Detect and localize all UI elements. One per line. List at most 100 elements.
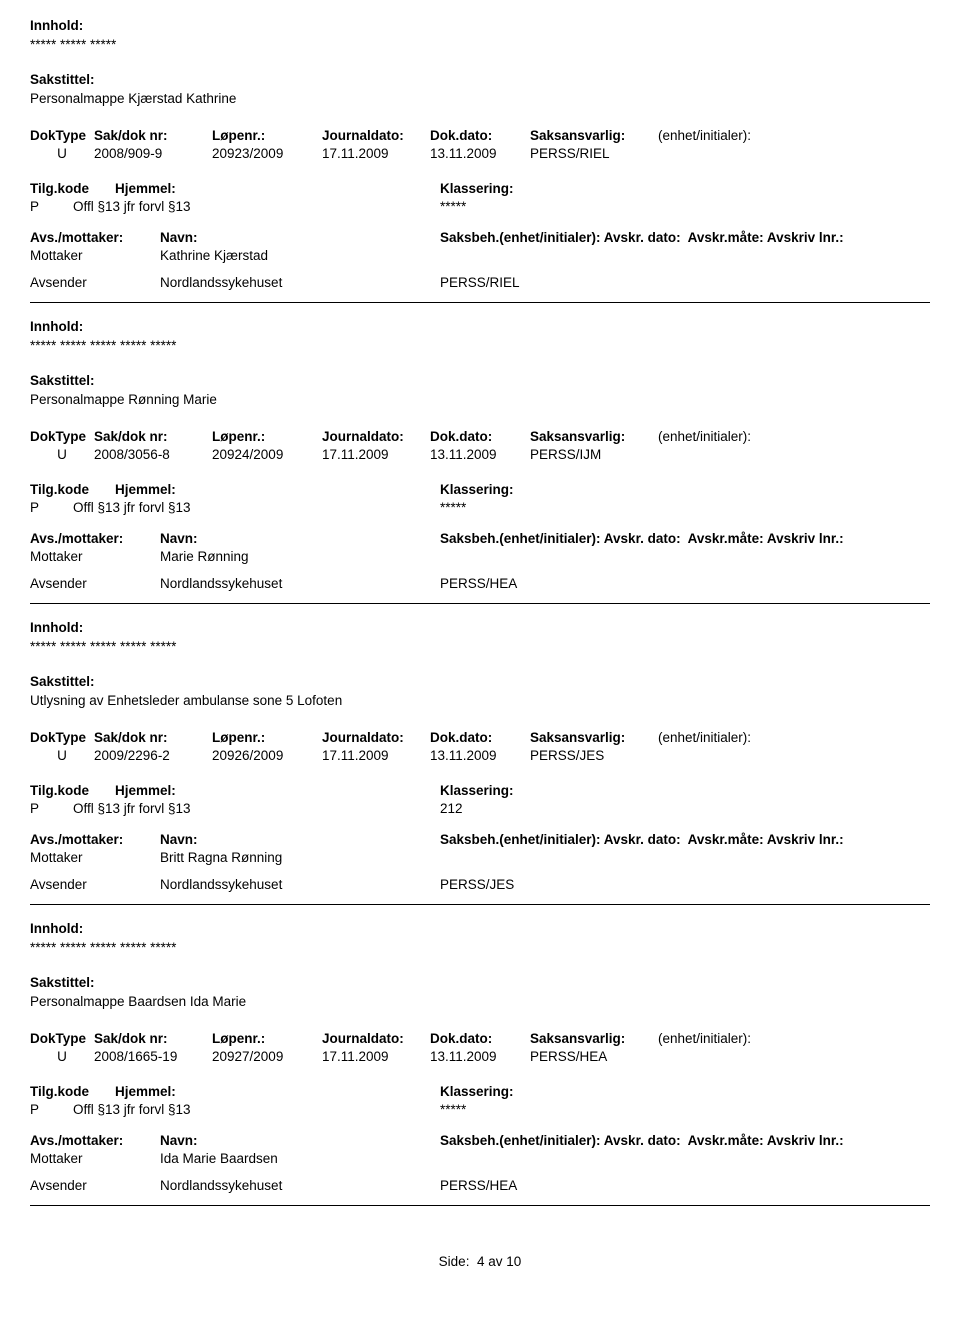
innhold-value: ***** ***** *****	[30, 37, 930, 52]
avsender-row: Avsender Nordlandssykehuset PERSS/HEA	[30, 576, 930, 591]
dokdato-header: Dok.dato:	[430, 730, 530, 745]
klassering-header: Klassering:	[440, 783, 640, 798]
tilgkode-header: Tilg.kode	[30, 181, 115, 196]
klassering-value: *****	[440, 199, 640, 214]
saksansvarlig-value: PERSS/JES	[530, 748, 658, 763]
dokdato-value: 13.11.2009	[430, 146, 530, 161]
enhet-header: (enhet/initialer):	[658, 128, 808, 143]
sakdok-header: Sak/dok nr:	[94, 128, 212, 143]
avskrdato-label: Avskr. dato:	[604, 531, 681, 546]
avsender-row: Avsender Nordlandssykehuset PERSS/JES	[30, 877, 930, 892]
sakstittel-label: Sakstittel:	[30, 975, 930, 990]
tilg-value-row: P Offl §13 jfr forvl §13 *****	[30, 199, 930, 214]
journaldato-value: 17.11.2009	[322, 146, 430, 161]
saksansvarlig-value: PERSS/HEA	[530, 1049, 658, 1064]
avsmottaker-header: Avs./mottaker:	[30, 832, 160, 847]
hjemmel-value: Offl §13 jfr forvl §13	[73, 199, 440, 214]
navn-header: Navn:	[160, 832, 440, 847]
tilg-header-row: Tilg.kode Hjemmel: Klassering:	[30, 181, 930, 196]
doktype-header: DokType	[30, 128, 94, 143]
klassering-header: Klassering:	[440, 181, 640, 196]
journaldato-value: 17.11.2009	[322, 1049, 430, 1064]
innhold-value: ***** ***** ***** ***** *****	[30, 639, 930, 654]
page-total: 10	[506, 1254, 521, 1269]
lopenr-header: Løpenr.:	[212, 1031, 322, 1046]
avsender-saksbeh: PERSS/HEA	[440, 576, 740, 591]
mottaker-navn: Kathrine Kjærstad	[160, 248, 440, 263]
tilg-value-row: P Offl §13 jfr forvl §13 212	[30, 801, 930, 816]
doktype-value: U	[30, 748, 94, 763]
meta-value-row: U 2008/1665-19 20927/2009 17.11.2009 13.…	[30, 1049, 930, 1064]
record-separator	[30, 1205, 930, 1206]
sakdok-value: 2008/1665-19	[94, 1049, 212, 1064]
mottaker-row: Mottaker Britt Ragna Rønning	[30, 850, 930, 865]
doktype-header: DokType	[30, 1031, 94, 1046]
doktype-value: U	[30, 447, 94, 462]
avsender-navn: Nordlandssykehuset	[160, 877, 440, 892]
mottaker-navn: Ida Marie Baardsen	[160, 1151, 440, 1166]
avsender-label: Avsender	[30, 275, 160, 290]
journaldato-value: 17.11.2009	[322, 748, 430, 763]
innhold-label: Innhold:	[30, 18, 930, 33]
dokdato-header: Dok.dato:	[430, 128, 530, 143]
avsender-label: Avsender	[30, 877, 160, 892]
avskrmate-label: Avskr.måte:	[688, 531, 764, 546]
klassering-header: Klassering:	[440, 482, 640, 497]
sakdok-header: Sak/dok nr:	[94, 730, 212, 745]
tilg-value-row: P Offl §13 jfr forvl §13 *****	[30, 1102, 930, 1117]
tilgkode-value: P	[30, 500, 73, 515]
tilgkode-header: Tilg.kode	[30, 1084, 115, 1099]
record-separator	[30, 302, 930, 303]
journaldato-header: Journaldato:	[322, 730, 430, 745]
tilg-value-row: P Offl §13 jfr forvl §13 *****	[30, 500, 930, 515]
saksansvarlig-header: Saksansvarlig:	[530, 429, 658, 444]
navn-header: Navn:	[160, 531, 440, 546]
saksansvarlig-header: Saksansvarlig:	[530, 128, 658, 143]
hjemmel-header: Hjemmel:	[115, 482, 440, 497]
saksbeh-header: Saksbeh.(enhet/initialer): Avskr. dato: …	[440, 832, 890, 847]
saksansvarlig-value: PERSS/IJM	[530, 447, 658, 462]
dokdato-header: Dok.dato:	[430, 429, 530, 444]
sakstittel-value: Personalmappe Rønning Marie	[30, 392, 930, 407]
doktype-value: U	[30, 1049, 94, 1064]
avsender-label: Avsender	[30, 1178, 160, 1193]
navn-header: Navn:	[160, 1133, 440, 1148]
mottaker-navn: Marie Rønning	[160, 549, 440, 564]
klassering-value: 212	[440, 801, 640, 816]
innhold-value: ***** ***** ***** ***** *****	[30, 338, 930, 353]
sakstittel-label: Sakstittel:	[30, 373, 930, 388]
tilg-header-row: Tilg.kode Hjemmel: Klassering:	[30, 482, 930, 497]
mottaker-row: Mottaker Kathrine Kjærstad	[30, 248, 930, 263]
journal-record: Innhold: ***** ***** ***** ***** ***** S…	[30, 921, 930, 1193]
enhet-header: (enhet/initialer):	[658, 1031, 808, 1046]
sakstittel-value: Personalmappe Kjærstad Kathrine	[30, 91, 930, 106]
mottaker-label: Mottaker	[30, 1151, 160, 1166]
saksbeh-label: Saksbeh.(enhet/initialer):	[440, 1133, 601, 1148]
doktype-header: DokType	[30, 429, 94, 444]
avsender-row: Avsender Nordlandssykehuset PERSS/HEA	[30, 1178, 930, 1193]
avsender-navn: Nordlandssykehuset	[160, 576, 440, 591]
mottaker-navn: Britt Ragna Rønning	[160, 850, 440, 865]
avskrdato-label: Avskr. dato:	[604, 1133, 681, 1148]
page-current: 4	[477, 1254, 485, 1269]
record-separator	[30, 603, 930, 604]
avsender-navn: Nordlandssykehuset	[160, 1178, 440, 1193]
hjemmel-value: Offl §13 jfr forvl §13	[73, 1102, 440, 1117]
avsmottaker-header: Avs./mottaker:	[30, 230, 160, 245]
sakdok-header: Sak/dok nr:	[94, 429, 212, 444]
journaldato-value: 17.11.2009	[322, 447, 430, 462]
avskrdato-label: Avskr. dato:	[604, 230, 681, 245]
party-header-row: Avs./mottaker: Navn: Saksbeh.(enhet/init…	[30, 230, 930, 245]
avsender-saksbeh: PERSS/RIEL	[440, 275, 740, 290]
hjemmel-value: Offl §13 jfr forvl §13	[73, 500, 440, 515]
meta-header-row: DokType Sak/dok nr: Løpenr.: Journaldato…	[30, 730, 930, 745]
enhet-header: (enhet/initialer):	[658, 429, 808, 444]
klassering-value: *****	[440, 1102, 640, 1117]
innhold-label: Innhold:	[30, 921, 930, 936]
avskrmate-label: Avskr.måte:	[688, 1133, 764, 1148]
sakstittel-value: Utlysning av Enhetsleder ambulanse sone …	[30, 693, 930, 708]
meta-header-row: DokType Sak/dok nr: Løpenr.: Journaldato…	[30, 1031, 930, 1046]
dokdato-value: 13.11.2009	[430, 748, 530, 763]
journaldato-header: Journaldato:	[322, 128, 430, 143]
avskrmate-label: Avskr.måte:	[688, 832, 764, 847]
